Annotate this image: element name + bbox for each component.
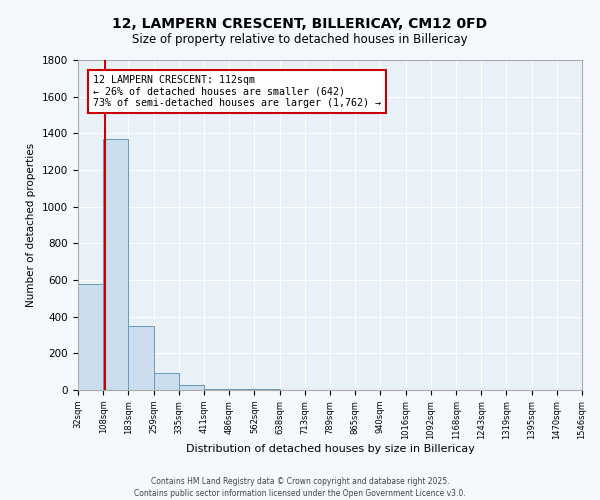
Bar — [128, 326, 154, 390]
Bar — [78, 284, 103, 390]
X-axis label: Distribution of detached houses by size in Billericay: Distribution of detached houses by size … — [185, 444, 475, 454]
Bar — [154, 372, 179, 390]
Text: 12 LAMPERN CRESCENT: 112sqm
← 26% of detached houses are smaller (642)
73% of se: 12 LAMPERN CRESCENT: 112sqm ← 26% of det… — [93, 75, 381, 108]
Text: Size of property relative to detached houses in Billericay: Size of property relative to detached ho… — [132, 32, 468, 46]
Y-axis label: Number of detached properties: Number of detached properties — [26, 143, 37, 307]
Bar — [204, 388, 229, 390]
Bar — [179, 384, 204, 390]
Text: Contains HM Land Registry data © Crown copyright and database right 2025.
Contai: Contains HM Land Registry data © Crown c… — [134, 476, 466, 498]
Bar — [103, 139, 128, 390]
Text: 12, LAMPERN CRESCENT, BILLERICAY, CM12 0FD: 12, LAMPERN CRESCENT, BILLERICAY, CM12 0… — [112, 18, 488, 32]
